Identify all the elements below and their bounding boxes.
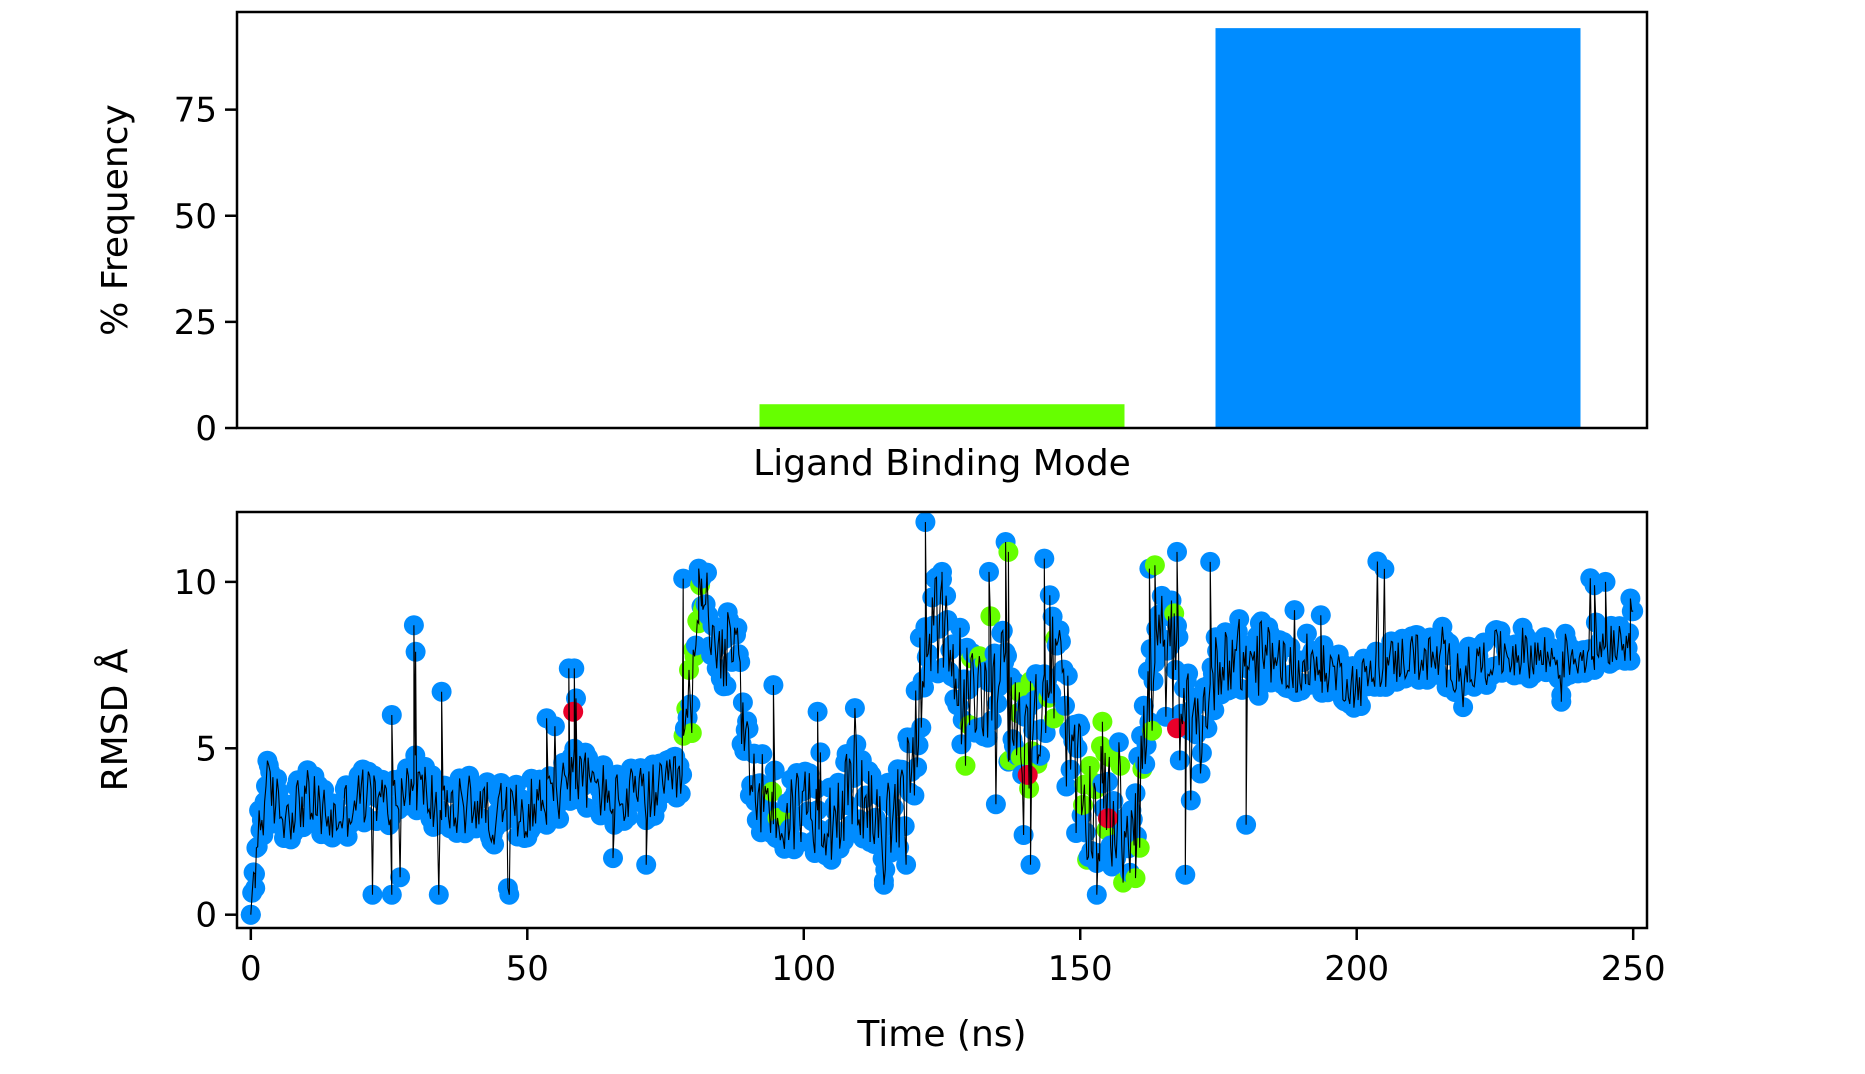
rmsd-trace-line — [250, 521, 1634, 915]
bottom-x-axis-label: Time (ns) — [856, 1014, 1026, 1055]
x-tick-label: 0 — [240, 949, 262, 989]
bottom-y-ticks: 0 5 10 — [174, 563, 237, 936]
rmsd-point-mode-1 — [563, 701, 584, 722]
bottom-y-axis-label: RMSD Å — [93, 648, 136, 791]
top-plot-frame — [235, 10, 1649, 430]
y-tick-label: 10 — [174, 563, 217, 603]
top-y-tick-label: 50 — [174, 197, 217, 237]
binding-mode-bar-chart: 0 25 50 75 Ligand Binding Mode % Frequency — [95, 10, 1649, 484]
x-tick-label: 50 — [506, 949, 549, 989]
y-tick-label: 5 — [195, 729, 217, 769]
x-tick-label: 250 — [1601, 949, 1666, 989]
y-tick-label: 0 — [195, 896, 217, 936]
bottom-plot-frame — [235, 510, 1649, 930]
top-y-axis-label: % Frequency — [95, 104, 136, 336]
rmsd-point — [240, 904, 261, 925]
top-y-tick-label: 75 — [174, 91, 217, 131]
bottom-x-ticks: 0 50 100 150 200 250 — [240, 928, 1666, 989]
rmsd-time-series-chart: 0 50 100 150 200 250 0 5 10 Time (ns) RMSD Å — [93, 510, 1666, 1055]
top-x-axis-label: Ligand Binding Mode — [753, 443, 1131, 484]
top-y-tick-label: 0 — [195, 409, 217, 449]
x-tick-label: 200 — [1324, 949, 1389, 989]
bar-group — [759, 28, 1581, 428]
rmsd-point-mode-1 — [1017, 764, 1038, 785]
rmsd-point-mode-1 — [1167, 718, 1187, 739]
bar-mode-3 — [1215, 28, 1581, 428]
x-tick-label: 150 — [1048, 949, 1113, 989]
top-y-tick-label: 25 — [174, 303, 217, 343]
top-y-ticks: 0 25 50 75 — [174, 91, 237, 449]
x-tick-label: 100 — [771, 949, 836, 989]
bar-mode-2 — [759, 404, 1125, 428]
rmsd-line-group — [250, 521, 1634, 915]
rmsd-point-mode-1 — [1097, 808, 1118, 829]
